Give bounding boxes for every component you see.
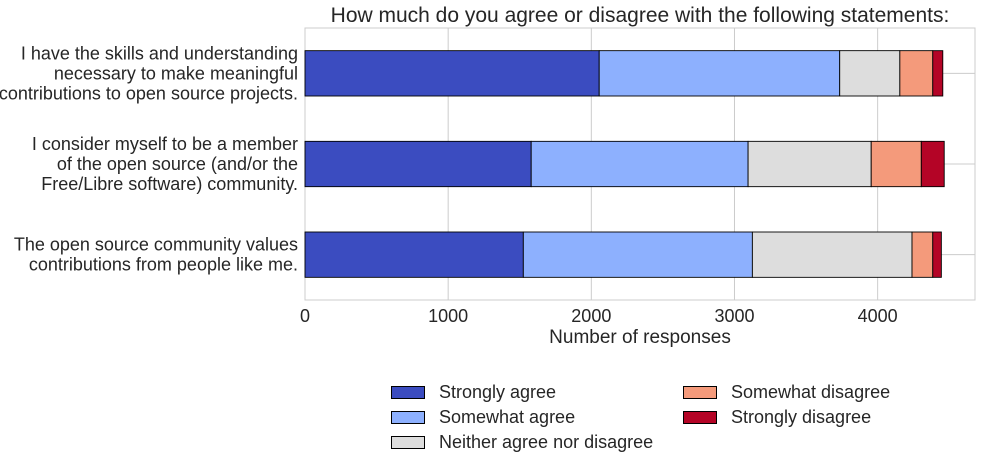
category-label: contributions to open source projects. bbox=[0, 83, 298, 103]
legend-label: Strongly agree bbox=[439, 381, 557, 402]
bar-segment bbox=[899, 50, 934, 97]
category-label: necessary to make meaningful bbox=[54, 63, 298, 83]
legend-label: Strongly disagree bbox=[731, 406, 872, 427]
bar-segment bbox=[304, 231, 524, 278]
legend-item: Somewhat agree bbox=[391, 405, 575, 429]
x-tick-label: 0 bbox=[300, 306, 310, 326]
bar-segment bbox=[522, 231, 753, 278]
category-label: I consider myself to be a member bbox=[32, 134, 298, 154]
legend-label: Somewhat disagree bbox=[731, 381, 891, 402]
x-tick-label: 3000 bbox=[714, 306, 754, 326]
bar-segment bbox=[870, 140, 922, 188]
category-label: Free/Libre software) community. bbox=[41, 174, 298, 194]
legend-label: Neither agree nor disagree bbox=[439, 431, 654, 452]
chart: 0 1000 2000 3000 4000 I have the skills and u… bbox=[0, 4, 976, 348]
bar-segment bbox=[530, 140, 749, 188]
bar-segment bbox=[839, 50, 901, 97]
bar-segment bbox=[751, 231, 913, 278]
category-label: I have the skills and understanding bbox=[21, 43, 298, 63]
legend-item: Somewhat disagree bbox=[683, 380, 890, 404]
legend-label: Somewhat agree bbox=[439, 406, 576, 427]
legend-swatch-somewhat-agree bbox=[391, 410, 425, 424]
chart-title: How much do you agree or disagree with t… bbox=[331, 4, 950, 27]
bar-segment bbox=[932, 231, 942, 278]
legend-item: Strongly agree bbox=[391, 380, 556, 404]
legend-swatch-strongly-agree bbox=[391, 385, 425, 399]
bar-segment bbox=[932, 50, 944, 97]
x-axis-label: Number of responses bbox=[549, 327, 731, 348]
bar-segment bbox=[598, 50, 841, 97]
legend-item: Neither agree nor disagree bbox=[391, 430, 653, 454]
legend-swatch-somewhat-disagree bbox=[683, 385, 717, 399]
legend-item: Strongly disagree bbox=[683, 405, 871, 429]
legend: Strongly agree Somewhat agree Neither ag… bbox=[391, 380, 931, 460]
legend-swatch-strongly-disagree bbox=[683, 410, 717, 424]
bar-segment bbox=[911, 231, 934, 278]
x-tick-label: 2000 bbox=[571, 306, 611, 326]
bar-segment bbox=[304, 50, 600, 97]
category-label: of the open source (and/or the bbox=[57, 154, 298, 174]
bar-segment bbox=[747, 140, 872, 188]
category-label: The open source community values bbox=[14, 235, 298, 255]
bar-segment bbox=[920, 140, 945, 188]
legend-swatch-neither bbox=[391, 435, 425, 449]
category-label: contributions from people like me. bbox=[29, 255, 298, 275]
x-tick-label: 1000 bbox=[428, 306, 468, 326]
x-tick-label: 4000 bbox=[858, 306, 898, 326]
bar-segment bbox=[304, 140, 532, 188]
